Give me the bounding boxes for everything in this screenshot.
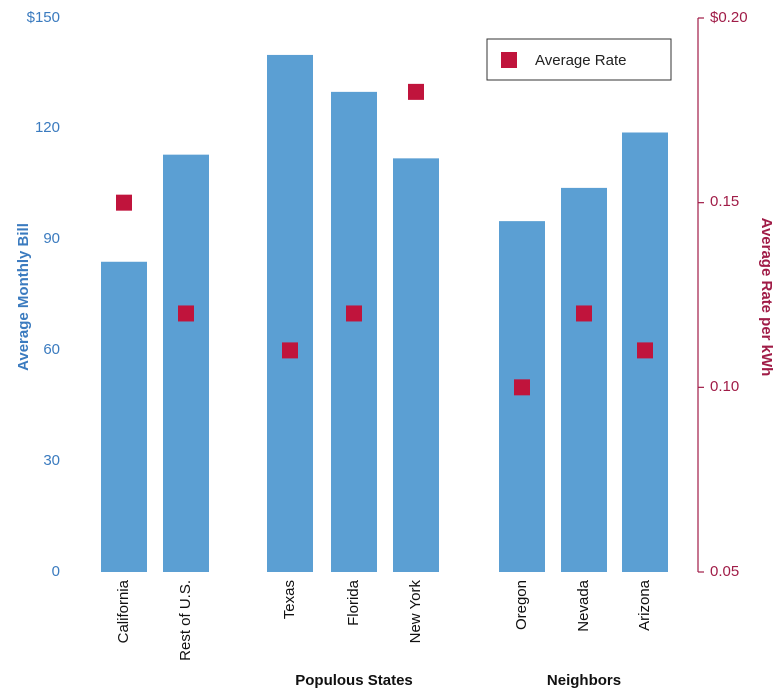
bars-layer bbox=[101, 54, 668, 573]
group-label-neighbors: Neighbors bbox=[547, 672, 621, 689]
legend-box bbox=[486, 38, 672, 81]
right-axis-title: Average Rate per kWh bbox=[758, 218, 775, 377]
category-label-arizona: Arizona bbox=[636, 579, 653, 631]
category-label-rest-of-us: Rest of U.S. bbox=[177, 580, 194, 661]
rate-marker-new-york bbox=[408, 83, 424, 100]
rate-marker-florida bbox=[346, 305, 362, 322]
bar-florida bbox=[331, 91, 377, 572]
rate-marker-california bbox=[116, 194, 132, 211]
right-tick-2: 0.15 bbox=[710, 193, 739, 210]
category-label-oregon: Oregon bbox=[513, 580, 530, 630]
right-tick-0: 0.05 bbox=[710, 563, 739, 580]
bar-texas bbox=[267, 54, 313, 572]
category-label-florida: Florida bbox=[345, 579, 362, 626]
right-tick-3: $0.20 bbox=[710, 9, 748, 26]
left-tick-3: 90 bbox=[43, 230, 60, 247]
legend-marker-icon bbox=[501, 52, 517, 68]
rate-marker-oregon bbox=[514, 379, 530, 396]
group-label-populous-states: Populous States bbox=[295, 672, 413, 689]
bar-nevada bbox=[561, 187, 607, 573]
left-tick-2: 60 bbox=[43, 341, 60, 358]
bar-rest-of-u-s bbox=[163, 154, 209, 573]
left-tick-5: $150 bbox=[27, 9, 60, 26]
right-axis-ticks bbox=[698, 17, 704, 573]
legend-label: Average Rate bbox=[535, 52, 626, 69]
category-label-california: California bbox=[115, 579, 132, 643]
bar-california bbox=[101, 261, 147, 572]
rate-marker-nevada bbox=[576, 305, 592, 322]
bar-new-york bbox=[393, 158, 439, 572]
left-tick-4: 120 bbox=[35, 119, 60, 136]
left-tick-0: 0 bbox=[52, 563, 60, 580]
left-axis-title: Average Monthly Bill bbox=[15, 223, 32, 371]
rate-marker-rest-of-u-s bbox=[178, 305, 194, 322]
legend: Average Rate bbox=[486, 38, 672, 81]
rate-marker-arizona bbox=[637, 342, 653, 359]
left-tick-1: 30 bbox=[43, 452, 60, 469]
bar-oregon bbox=[499, 221, 545, 572]
category-label-nevada: Nevada bbox=[575, 579, 592, 631]
category-label-texas: Texas bbox=[281, 580, 298, 619]
markers-layer bbox=[116, 83, 653, 396]
rate-marker-texas bbox=[282, 342, 298, 359]
category-label-new-york: New York bbox=[407, 580, 424, 644]
right-tick-1: 0.10 bbox=[710, 378, 739, 395]
